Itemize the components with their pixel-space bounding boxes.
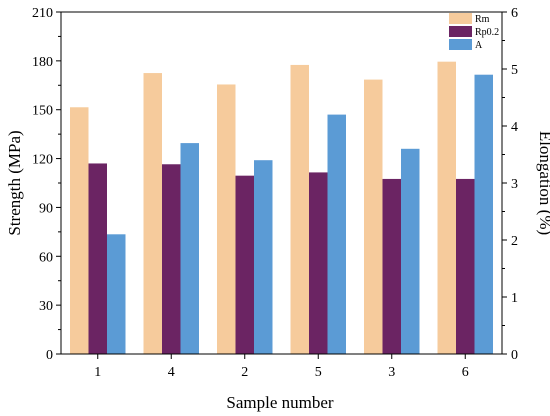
y-tick-label: 90: [39, 201, 53, 216]
bar-A-sample-5: [327, 114, 346, 354]
bar-A-sample-3: [401, 148, 420, 354]
bar-A-sample-4: [180, 143, 199, 354]
legend-swatch-A: [449, 39, 472, 50]
bar-Rp0.2-sample-4: [162, 164, 181, 354]
x-tick-label: 3: [388, 365, 395, 380]
y2-tick-label: 6: [511, 6, 518, 21]
x-tick-label: 5: [315, 365, 322, 380]
y-axis-title: Strength (MPa): [5, 130, 24, 235]
y-tick-label: 150: [32, 104, 53, 119]
y2-tick-label: 0: [511, 348, 518, 363]
x-tick-label: 1: [94, 365, 101, 380]
legend: Rm Rp0.2 A: [449, 13, 499, 51]
plot-frame: [60, 11, 503, 355]
legend-swatch-Rp0.2: [449, 26, 472, 37]
y2-tick-label: 5: [511, 63, 518, 78]
bar-Rm-sample-5: [290, 64, 309, 355]
bar-Rp0.2-sample-3: [382, 178, 401, 354]
bar-Rp0.2-sample-6: [456, 178, 475, 354]
bar-Rm-sample-1: [70, 107, 89, 355]
x-tick-label: 2: [241, 365, 248, 380]
y2-axis-title: Elongation (%): [536, 131, 550, 235]
y2-tick-label: 4: [511, 120, 518, 135]
y-tick-label: 120: [32, 153, 53, 168]
legend-label-Rm: Rm: [475, 14, 490, 25]
bar-Rp0.2-sample-2: [235, 175, 254, 354]
y-tick-label: 30: [39, 299, 53, 314]
x-tick-label: 4: [168, 365, 175, 380]
bar-Rp0.2-sample-1: [88, 163, 107, 354]
legend-swatch-Rm: [449, 13, 472, 24]
y2-tick-label: 3: [511, 177, 518, 192]
bar-Rm-sample-6: [437, 61, 456, 355]
y-tick-label: 60: [39, 250, 53, 265]
bar-Rm-sample-4: [143, 73, 162, 354]
bar-Rp0.2-sample-5: [309, 172, 328, 354]
bar-A-sample-2: [254, 160, 273, 354]
bar-Rm-sample-3: [364, 79, 383, 354]
legend-label-Rp0.2: Rp0.2: [475, 27, 499, 38]
legend-label-A: A: [475, 40, 483, 51]
y-tick-label: 0: [46, 348, 53, 363]
axes-group: [60, 11, 503, 355]
y2-tick-label: 2: [511, 234, 518, 249]
bar-A-sample-6: [474, 74, 493, 354]
x-tick-label: 6: [462, 365, 469, 380]
bar-A-sample-1: [107, 234, 126, 354]
y-tick-label: 210: [32, 6, 53, 21]
y2-tick-label: 1: [511, 291, 518, 306]
ticks-group: 0 30 60 90 120 150 180 210 0 1 2 3 4 5 6 1 4 2 5 3 6: [32, 6, 518, 380]
bars-group: [70, 61, 493, 355]
x-axis-title: Sample number: [226, 393, 334, 412]
y-tick-label: 180: [32, 55, 53, 70]
bar-Rm-sample-2: [217, 84, 236, 354]
